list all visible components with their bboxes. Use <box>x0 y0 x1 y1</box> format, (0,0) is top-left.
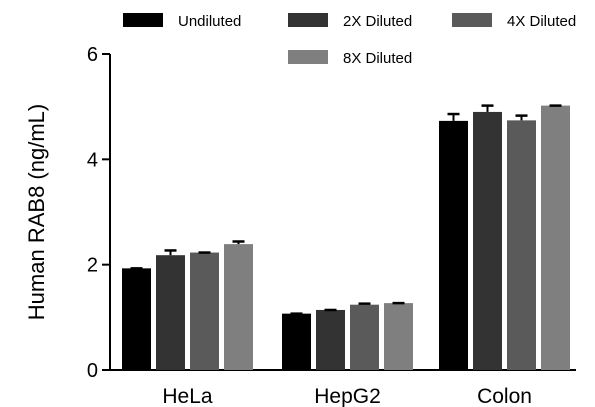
bar <box>224 244 253 370</box>
legend-swatch <box>123 13 163 27</box>
legend-swatch <box>452 13 492 27</box>
bars <box>122 104 570 371</box>
y-tick-label: 2 <box>87 255 98 277</box>
legend-item: 8X Diluted <box>288 50 412 67</box>
legend: Undiluted 2X Diluted 4X Diluted 8X Diluted <box>123 13 576 67</box>
y-tick-label: 4 <box>87 149 98 171</box>
bar <box>190 252 219 370</box>
y-tick-label: 6 <box>87 44 98 66</box>
legend-label: Undiluted <box>178 13 241 30</box>
legend-label: 2X Diluted <box>343 13 412 30</box>
legend-item: 2X Diluted <box>288 13 412 30</box>
bar <box>350 304 379 370</box>
bar <box>439 120 468 371</box>
x-tick-label: HepG2 <box>314 385 381 407</box>
bar <box>541 105 570 370</box>
x-axis: HeLa HepG2 Colon <box>110 369 576 407</box>
y-axis-label: Human RAB8 (ng/mL) <box>24 104 49 320</box>
bar <box>507 120 536 370</box>
legend-swatch <box>288 50 328 64</box>
legend-item: 4X Diluted <box>452 13 576 30</box>
legend-label: 8X Diluted <box>343 50 412 67</box>
bar <box>156 255 185 370</box>
bar <box>122 268 151 370</box>
x-tick-label: Colon <box>477 385 532 407</box>
bar <box>282 313 311 370</box>
legend-swatch <box>288 13 328 27</box>
x-tick-label: HeLa <box>162 385 213 407</box>
y-tick-label: 0 <box>87 360 98 382</box>
bar <box>316 309 345 370</box>
y-axis: 0 2 4 6 <box>87 44 111 382</box>
bar <box>384 303 413 370</box>
legend-item: Undiluted <box>123 13 241 30</box>
legend-label: 4X Diluted <box>507 13 576 30</box>
bar <box>473 111 502 370</box>
